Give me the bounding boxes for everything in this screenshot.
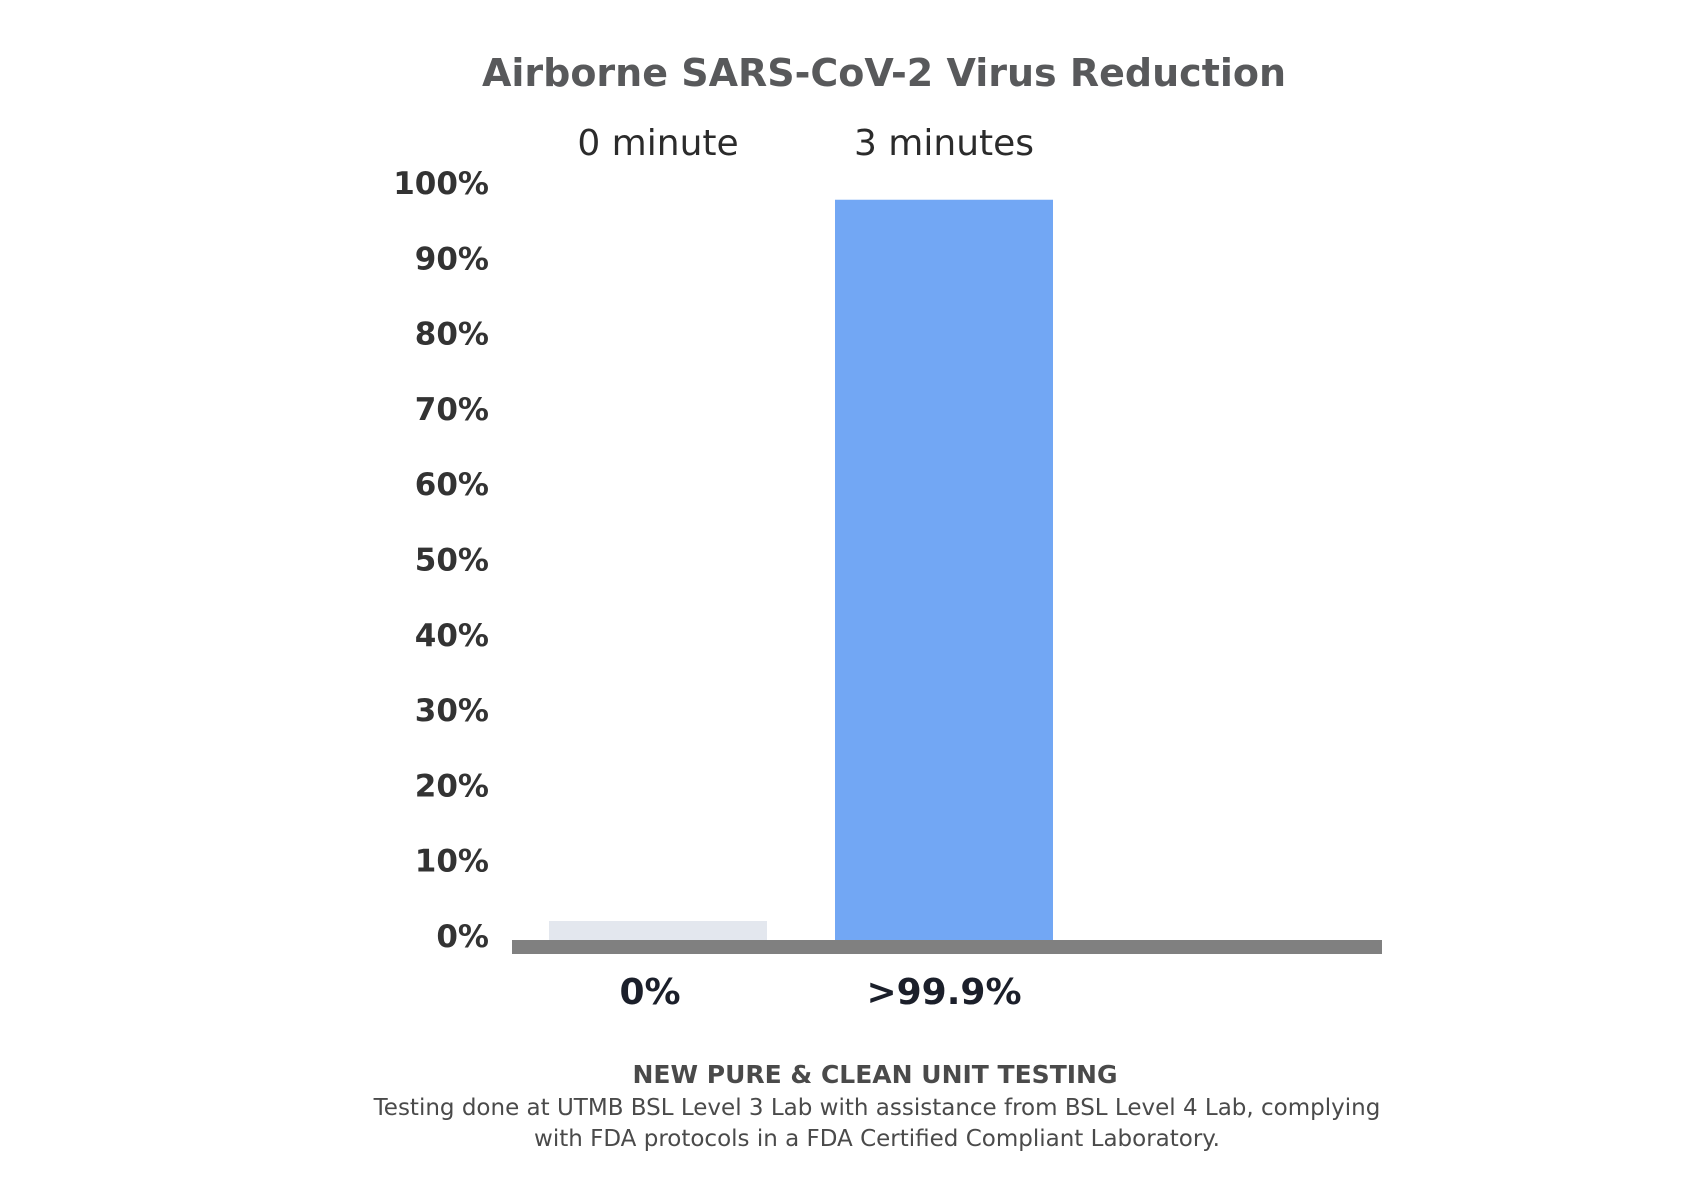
category-label: 0 minute (577, 123, 738, 164)
chart-title: Airborne SARS-CoV-2 Virus Reduction (482, 51, 1286, 95)
footer-heading: NEW PURE & CLEAN UNIT TESTING (633, 1060, 1118, 1089)
y-tick-label: 40% (415, 618, 489, 654)
y-tick-label: 30% (415, 693, 489, 729)
y-tick-label: 90% (415, 241, 489, 277)
footer-note-line-2: with FDA protocols in a FDA Certified Co… (534, 1126, 1220, 1152)
value-label: 0% (619, 972, 680, 1013)
x-axis-line (512, 940, 1382, 954)
y-tick-label: 50% (415, 543, 489, 579)
category-label: 3 minutes (854, 123, 1034, 164)
y-tick-label: 60% (415, 467, 489, 503)
y-tick-label: 80% (415, 317, 489, 353)
y-axis-ticks: 100% 90% 80% 70% 60% 50% 40% 30% 20% 10% 0% (393, 166, 489, 955)
bar-0 (549, 921, 767, 940)
bar-1 (835, 199, 1053, 941)
y-tick-label: 100% (393, 166, 489, 202)
category-labels: 0 minute 3 minutes (577, 123, 1034, 164)
value-label: >99.9% (866, 972, 1021, 1013)
bars (549, 199, 1053, 941)
y-tick-label: 70% (415, 392, 489, 428)
value-labels: 0% >99.9% (619, 972, 1021, 1013)
footer-note-line-1: Testing done at UTMB BSL Level 3 Lab wit… (373, 1095, 1381, 1121)
y-tick-label: 10% (415, 844, 489, 880)
y-tick-label: 0% (436, 919, 489, 955)
y-tick-label: 20% (415, 768, 489, 804)
